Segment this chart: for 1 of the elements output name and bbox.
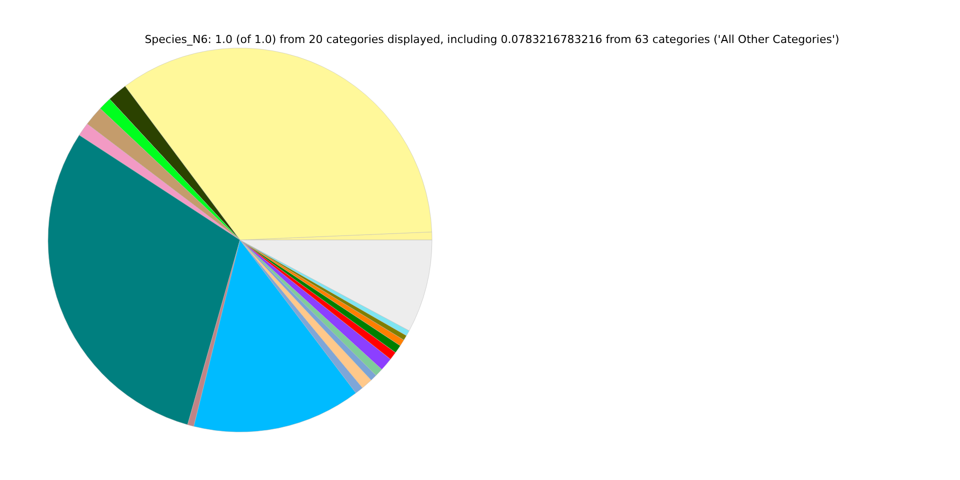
- text: Species_N6: 1.0 (of 1.0) from 20 categories displayed, including 0.0783216783216 from 63 categories ('All Other Categories'): [144, 33, 840, 46]
